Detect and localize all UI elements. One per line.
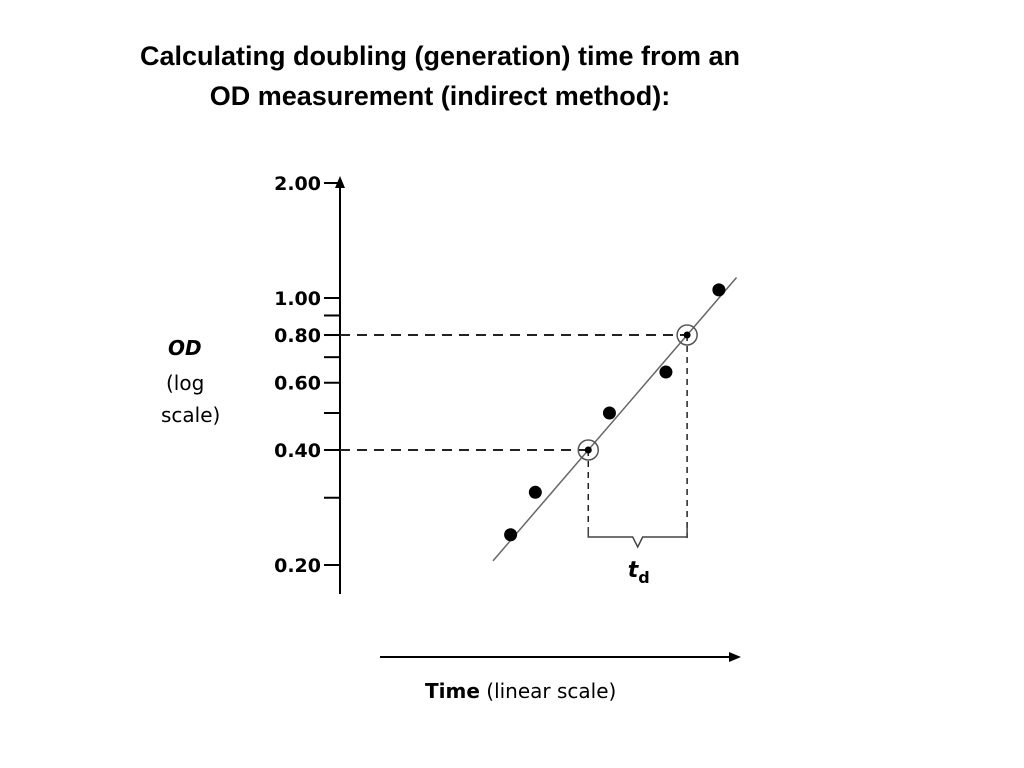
point-highlight-ring-5	[676, 324, 698, 346]
slide-title: Calculating doubling (generation) time f…	[0, 36, 880, 116]
y-axis-arrowhead	[335, 176, 345, 188]
data-point-3	[602, 406, 616, 420]
data-point-5	[683, 331, 691, 339]
slide-title-line2: OD measurement (indirect method):	[209, 81, 671, 111]
y-axis-label-line2: (log	[166, 371, 204, 395]
y-axis-label-main: OD	[168, 336, 202, 360]
doubling-time-label-main: t	[628, 558, 640, 583]
y-tick-label-5: 0.20	[274, 555, 321, 577]
data-point-6	[712, 283, 726, 297]
y-tick-label-0: 2.00	[274, 173, 321, 195]
x-axis-arrowhead	[729, 652, 741, 662]
y-tick-label-4: 0.40	[274, 440, 321, 462]
doubling-time-label-sub: d	[638, 568, 649, 587]
data-point-0	[504, 528, 518, 542]
point-highlight-ring-2	[577, 439, 600, 461]
data-point-4	[659, 365, 673, 379]
guide-lines	[340, 334, 688, 538]
y-axis-label-line3: scale)	[161, 403, 220, 427]
y-tick-label-3: 0.60	[274, 373, 321, 395]
y-tick-label-2: 0.80	[274, 325, 321, 347]
data-points	[504, 283, 726, 542]
x-axis-label-bold: Time	[425, 679, 480, 703]
data-point-2	[584, 446, 592, 454]
doubling-time-label: td	[628, 558, 650, 587]
y-axis-ticks: 2.00 1.00 0.80 0.60 0.40 0.20	[274, 173, 340, 577]
y-tick-label-1: 1.00	[274, 288, 321, 310]
slide-title-line1: Calculating doubling (generation) time f…	[139, 41, 740, 71]
data-point-1	[528, 485, 542, 499]
regression-line	[492, 277, 738, 562]
x-axis-label: Time (linear scale)	[425, 679, 616, 703]
x-axis-label-normal: (linear scale)	[480, 679, 616, 703]
doubling-time-bracket	[587, 527, 688, 549]
